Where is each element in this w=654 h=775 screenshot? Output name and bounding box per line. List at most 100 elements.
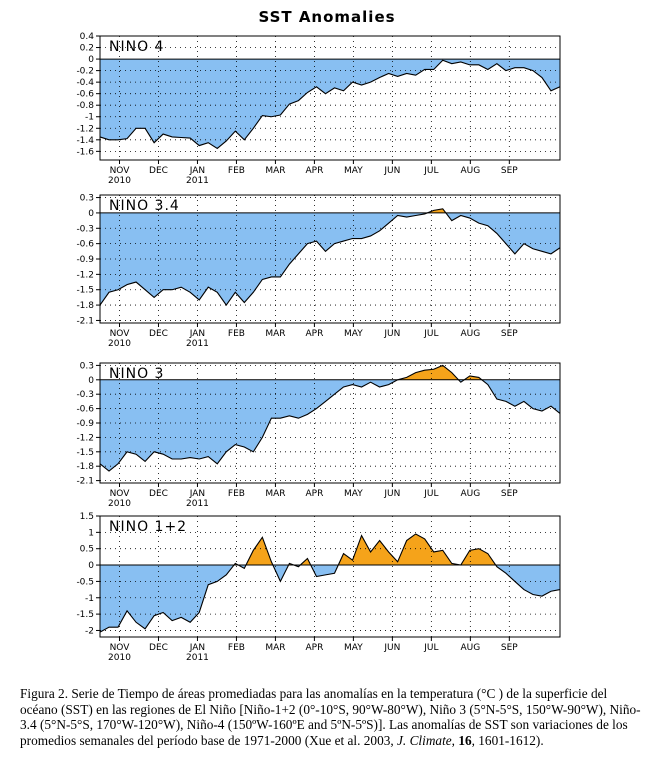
y-tick-label: -0.3	[76, 224, 94, 234]
x-tick-label: JAN	[189, 489, 205, 499]
negative-anomaly-area	[100, 59, 560, 149]
x-tick-label: JUN	[383, 489, 400, 499]
panel-label: NINO 4	[109, 39, 164, 55]
positive-anomaly-area	[100, 365, 560, 380]
negative-anomaly-area	[100, 212, 560, 306]
x-tick-label: MAR	[265, 329, 285, 339]
chart-panel-nino34: 0.3 0 -0.3 -0.6 -0.9 -1.2 -1.5 -1.8 -2.1 NOV DEC JA…	[76, 194, 561, 349]
x-year-label: 2011	[186, 653, 209, 663]
caption-text-1: Figura 2. Serie de Tiempo de áreas prome…	[20, 686, 641, 748]
y-tick-label: -0.6	[76, 405, 94, 415]
y-tick-label: 1.5	[80, 512, 94, 522]
y-tick-label: -0.9	[76, 419, 94, 429]
x-tick-label: DEC	[149, 329, 168, 339]
chart-panel-nino4: 0.4 0.20 -0.2-0.4 -0.6-0.8 -1-1.2 -1.4-1.6 NOV…	[76, 32, 561, 186]
panel-label: NINO 1+2	[109, 519, 187, 535]
y-tick-label: 0.5	[80, 545, 94, 555]
series-line	[99, 364, 561, 472]
caption-volume: 16	[458, 732, 472, 748]
y-tick-label: 0.3	[80, 194, 94, 204]
x-tick-label: FEB	[228, 643, 245, 653]
x-tick-label: NOV	[110, 329, 131, 339]
x-tick-label: AUG	[460, 643, 480, 653]
y-tick-label: -1.6	[76, 147, 94, 157]
x-tick-label: MAY	[344, 166, 363, 176]
x-tick-label: JUL	[423, 489, 438, 499]
panel-label: NINO 3	[109, 366, 164, 382]
y-tick-label: -0.3	[76, 390, 94, 400]
x-year-label: 2010	[108, 653, 131, 663]
y-tick-label: -2.1	[76, 477, 94, 487]
x-tick-label: DEC	[149, 489, 168, 499]
y-tick-label: 0.4	[80, 32, 95, 42]
x-tick-label: JUL	[423, 329, 438, 339]
x-tick-label: NOV	[110, 489, 131, 499]
x-year-label: 2011	[186, 499, 209, 509]
y-tick-label: -1.8	[76, 301, 94, 311]
x-tick-label: JAN	[189, 329, 205, 339]
x-tick-label: APR	[305, 643, 323, 653]
x-tick-label: DEC	[149, 643, 168, 653]
y-tick-label: 0	[88, 376, 94, 386]
x-year-label: 2011	[186, 176, 209, 186]
y-tick-label: -1	[85, 113, 94, 123]
x-tick-label: SEP	[501, 166, 518, 176]
series-line	[99, 59, 561, 150]
caption-text-3: , 1601-1612).	[471, 732, 544, 748]
y-tick-label: -1.2	[76, 124, 94, 134]
y-tick-label: -1	[85, 594, 94, 604]
x-tick-label: APR	[305, 166, 323, 176]
x-tick-label: FEB	[228, 329, 245, 339]
y-tick-label: 0	[88, 209, 94, 219]
y-tick-label: -0.5	[76, 577, 94, 587]
x-tick-label: JUN	[383, 329, 400, 339]
y-tick-label: -2.1	[76, 316, 94, 326]
x-tick-label: SEP	[501, 489, 518, 499]
x-year-label: 2010	[108, 176, 131, 186]
y-tick-label: -0.6	[76, 90, 94, 100]
y-tick-label: -1.2	[76, 270, 94, 280]
figure-caption: Figura 2. Serie de Tiempo de áreas prome…	[20, 686, 645, 748]
x-year-label: 2010	[108, 499, 131, 509]
caption-text-2: ,	[451, 732, 459, 748]
x-tick-label: FEB	[228, 166, 245, 176]
x-tick-label: FEB	[228, 489, 245, 499]
x-tick-label: AUG	[460, 166, 480, 176]
x-tick-label: JAN	[189, 166, 205, 176]
x-tick-label: JAN	[189, 643, 205, 653]
y-tick-label: -1.5	[76, 286, 94, 296]
y-tick-label: 1	[88, 528, 94, 538]
x-tick-label: MAR	[265, 489, 285, 499]
x-tick-label: MAR	[265, 643, 285, 653]
y-tick-label: -0.4	[76, 78, 94, 88]
x-tick-label: JUN	[383, 166, 400, 176]
x-tick-label: MAR	[265, 166, 285, 176]
positive-anomaly-area	[100, 533, 560, 566]
plot-frame	[99, 35, 561, 161]
series-line	[99, 208, 561, 307]
x-tick-label: DEC	[149, 166, 168, 176]
x-tick-label: MAY	[344, 329, 363, 339]
negative-anomaly-area	[100, 379, 560, 471]
y-tick-label: -1.5	[76, 610, 94, 620]
x-tick-label: MAY	[344, 489, 363, 499]
x-tick-label: SEP	[501, 329, 518, 339]
y-tick-label: -1.2	[76, 433, 94, 443]
x-year-label: 2011	[186, 339, 209, 349]
chart-panel-nino12: 1.5 1 0.5 0 -0.5 -1 -1.5 -2 NOV DEC JAN FEB MAR APR MA…	[76, 512, 561, 663]
plot-frame	[99, 515, 561, 638]
y-tick-label: -1.5	[76, 448, 94, 458]
x-tick-label: JUL	[423, 166, 438, 176]
x-tick-label: NOV	[110, 643, 131, 653]
y-tick-label: -1.8	[76, 462, 94, 472]
x-tick-label: JUL	[423, 643, 438, 653]
series-line	[99, 533, 561, 633]
x-year-label: 2010	[108, 339, 131, 349]
y-tick-label: 0.3	[80, 361, 94, 371]
x-tick-label: AUG	[460, 489, 480, 499]
x-tick-label: APR	[305, 329, 323, 339]
y-tick-label: 0	[88, 561, 94, 571]
x-tick-label: APR	[305, 489, 323, 499]
y-tick-label: -0.2	[76, 67, 94, 77]
x-tick-label: AUG	[460, 329, 480, 339]
